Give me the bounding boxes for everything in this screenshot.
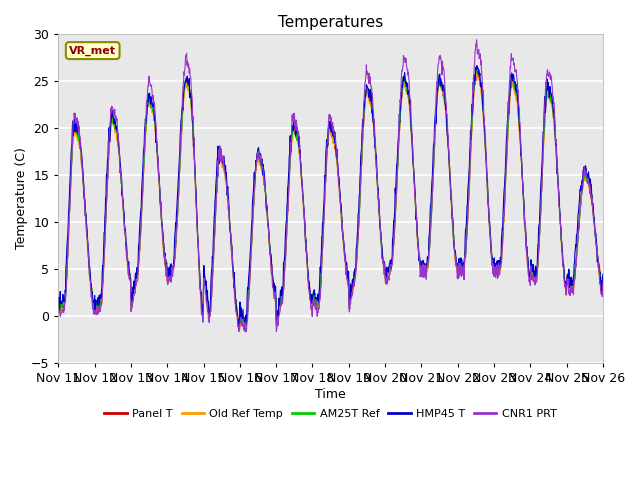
- Old Ref Temp: [487, 245, 495, 251]
- CNR1 PRT: [54, 309, 62, 315]
- Panel T: [241, 326, 249, 332]
- Panel T: [472, 68, 480, 73]
- HMP45 T: [237, 319, 244, 324]
- AM25T Ref: [54, 297, 62, 302]
- HMP45 T: [175, 154, 183, 159]
- CNR1 PRT: [599, 279, 607, 285]
- Old Ref Temp: [54, 312, 62, 317]
- Panel T: [415, 256, 423, 262]
- Line: AM25T Ref: AM25T Ref: [58, 70, 603, 331]
- Line: HMP45 T: HMP45 T: [58, 66, 603, 331]
- Old Ref Temp: [415, 259, 423, 265]
- Old Ref Temp: [241, 327, 249, 333]
- Line: Panel T: Panel T: [58, 71, 603, 329]
- Old Ref Temp: [535, 245, 543, 251]
- Old Ref Temp: [175, 172, 183, 178]
- Old Ref Temp: [163, 266, 170, 272]
- CNR1 PRT: [535, 242, 543, 248]
- AM25T Ref: [473, 67, 481, 73]
- Panel T: [175, 170, 183, 176]
- Line: CNR1 PRT: CNR1 PRT: [58, 40, 603, 332]
- CNR1 PRT: [175, 171, 183, 177]
- Panel T: [535, 246, 543, 252]
- Old Ref Temp: [237, 315, 244, 321]
- Old Ref Temp: [473, 70, 481, 76]
- AM25T Ref: [163, 262, 170, 268]
- AM25T Ref: [535, 242, 543, 248]
- HMP45 T: [487, 244, 495, 250]
- HMP45 T: [235, 328, 243, 334]
- AM25T Ref: [415, 254, 423, 260]
- Panel T: [599, 277, 607, 283]
- HMP45 T: [415, 254, 423, 260]
- CNR1 PRT: [237, 317, 244, 323]
- Title: Temperatures: Temperatures: [278, 15, 383, 30]
- Y-axis label: Temperature (C): Temperature (C): [15, 147, 28, 250]
- Text: VR_met: VR_met: [69, 46, 116, 56]
- AM25T Ref: [175, 172, 183, 178]
- Panel T: [163, 264, 170, 270]
- HMP45 T: [163, 268, 170, 274]
- AM25T Ref: [237, 312, 244, 318]
- Panel T: [54, 300, 62, 306]
- CNR1 PRT: [473, 37, 481, 43]
- CNR1 PRT: [415, 257, 423, 263]
- CNR1 PRT: [241, 329, 249, 335]
- AM25T Ref: [241, 328, 249, 334]
- HMP45 T: [473, 63, 481, 69]
- Legend: Panel T, Old Ref Temp, AM25T Ref, HMP45 T, CNR1 PRT: Panel T, Old Ref Temp, AM25T Ref, HMP45 …: [100, 405, 561, 423]
- HMP45 T: [535, 222, 543, 228]
- X-axis label: Time: Time: [316, 388, 346, 401]
- Old Ref Temp: [599, 279, 607, 285]
- CNR1 PRT: [163, 274, 170, 279]
- AM25T Ref: [487, 243, 495, 249]
- AM25T Ref: [599, 271, 607, 277]
- HMP45 T: [599, 272, 607, 277]
- HMP45 T: [54, 300, 62, 306]
- Line: Old Ref Temp: Old Ref Temp: [58, 73, 603, 330]
- Panel T: [237, 312, 244, 318]
- Panel T: [487, 246, 495, 252]
- CNR1 PRT: [487, 245, 495, 251]
